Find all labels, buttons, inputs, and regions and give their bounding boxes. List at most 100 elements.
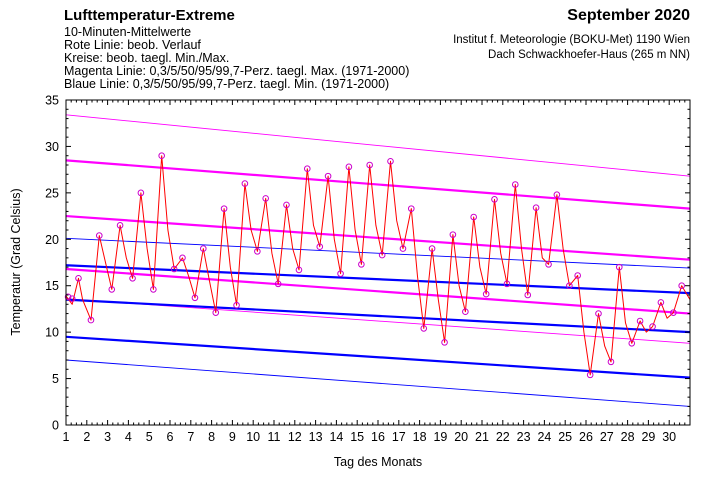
x-tick-label: 6 (167, 430, 174, 444)
x-tick-label: 26 (579, 430, 593, 444)
daily-max-marker-17 (387, 157, 394, 165)
daily-min-marker-26 (586, 371, 594, 379)
daily-max-marker-6 (158, 152, 165, 160)
y-tick-label: 25 (45, 186, 59, 200)
daily-min-marker-30 (670, 309, 677, 316)
daily-min-marker-27 (607, 358, 615, 366)
daily-max-marker-2 (75, 274, 82, 282)
daily-min-marker-9 (233, 301, 240, 309)
daily-max-marker-11 (262, 195, 269, 202)
daily-min-marker-20 (462, 308, 469, 316)
min-percentile-0_3-line (65, 359, 691, 407)
daily-min-marker-29 (649, 323, 656, 330)
daily-max-marker-22 (491, 196, 498, 203)
x-tick-label: 10 (246, 430, 260, 444)
max-percentile-99_7-line (65, 114, 691, 177)
subtitle-line-4: Magenta Linie: 0,3/5/50/95/99,7-Perz. ta… (64, 64, 410, 78)
x-tick-label: 30 (662, 430, 676, 444)
daily-max-marker-12 (283, 201, 290, 209)
daily-min-marker-22 (503, 280, 511, 288)
daily-max-marker-16 (366, 161, 373, 169)
x-tick-label: 24 (537, 430, 551, 444)
daily-max-marker-10 (241, 180, 249, 187)
subtitle-line-3: Kreise: beob. taegl. Min./Max. (64, 51, 230, 65)
daily-max-marker-9 (220, 205, 228, 212)
daily-min-marker-8 (212, 309, 220, 316)
observed-series (65, 155, 691, 376)
institute-line-1: Institut f. Meteorologie (BOKU-Met) 1190… (453, 34, 690, 46)
daily-min-marker-4 (129, 274, 136, 282)
daily-max-marker-27 (595, 310, 602, 317)
daily-max-marker-8 (199, 245, 207, 252)
x-tick-label: 14 (329, 430, 343, 444)
daily-min-marker-2 (87, 316, 95, 324)
daily-max-marker-25 (553, 191, 561, 199)
daily-max-marker-26 (574, 272, 581, 279)
daily-max-marker-31 (678, 282, 685, 290)
x-tick-label: 4 (125, 430, 132, 444)
x-tick-label: 2 (83, 430, 90, 444)
y-axis-label: Temperatur (Grad Celsius) (9, 188, 23, 335)
daily-max-marker-23 (511, 181, 519, 188)
daily-min-marker-15 (358, 261, 365, 268)
institute-line-2: Dach Schwackhoefer-Haus (265 m NN) (488, 49, 690, 61)
x-axis-label: Tag des Monats (334, 455, 422, 469)
daily-min-marker-23 (524, 291, 532, 299)
subtitle-line-5: Blaue Linie: 0,3/5/50/95/99,7-Perz. taeg… (64, 77, 390, 91)
daily-min-marker-14 (337, 270, 344, 277)
daily-max-marker-21 (470, 213, 477, 221)
x-tick-label: 11 (268, 430, 281, 444)
daily-min-marker-10 (254, 248, 261, 255)
max-percentile-95-line (65, 159, 691, 210)
daily-max-marker-30 (657, 299, 665, 306)
y-tick-label: 15 (45, 279, 59, 293)
daily-min-marker-3 (108, 286, 116, 293)
daily-max-marker-3 (95, 232, 103, 239)
x-tick-label: 23 (517, 430, 531, 444)
daily-max-marker-20 (449, 231, 457, 238)
daily-min-marker-12 (295, 266, 303, 274)
daily-min-marker-28 (628, 339, 636, 347)
subtitle-line-2: Rote Linie: beob. Verlauf (64, 38, 201, 52)
daily-max-marker-24 (532, 204, 540, 212)
x-tick-label: 28 (621, 430, 635, 444)
chart-title: Lufttemperatur-Extreme (64, 7, 235, 24)
x-tick-label: 18 (413, 430, 427, 444)
daily-min-marker-21 (482, 290, 490, 298)
min-percentile-95-line (65, 264, 691, 295)
x-tick-label: 17 (392, 430, 406, 444)
x-tick-label: 22 (496, 430, 510, 444)
observed-temperature-line (65, 155, 691, 376)
daily-extreme-markers (64, 152, 685, 379)
x-tick-label: 7 (187, 430, 194, 444)
daily-max-marker-5 (137, 189, 145, 197)
x-tick-label: 19 (433, 430, 447, 444)
daily-max-marker-4 (116, 222, 124, 229)
x-tick-label: 9 (229, 430, 236, 444)
daily-max-marker-1 (64, 293, 72, 301)
daily-min-marker-5 (150, 286, 157, 293)
y-tick-label: 0 (52, 419, 59, 433)
x-tick-label: 21 (475, 430, 489, 444)
daily-min-marker-1 (68, 295, 76, 303)
x-tick-label: 13 (309, 430, 323, 444)
daily-min-marker-24 (545, 261, 552, 268)
subtitle-line-1: 10-Minuten-Mittelwerte (64, 25, 192, 39)
daily-min-marker-17 (399, 245, 407, 252)
daily-max-marker-15 (345, 163, 353, 171)
daily-max-marker-28 (615, 263, 623, 271)
daily-min-marker-19 (441, 339, 448, 346)
x-tick-label: 12 (288, 430, 302, 444)
daily-min-marker-6 (170, 265, 178, 273)
daily-min-marker-25 (566, 282, 573, 290)
daily-min-marker-11 (274, 280, 282, 288)
daily-max-marker-7 (179, 254, 186, 262)
daily-max-marker-29 (636, 317, 644, 325)
plot-frame (65, 99, 691, 426)
y-tick-label: 20 (45, 233, 59, 247)
max-percentile-50-line (65, 214, 691, 261)
y-tick-label: 35 (45, 94, 59, 108)
x-tick-label: 15 (350, 430, 364, 444)
daily-max-marker-18 (407, 205, 415, 212)
